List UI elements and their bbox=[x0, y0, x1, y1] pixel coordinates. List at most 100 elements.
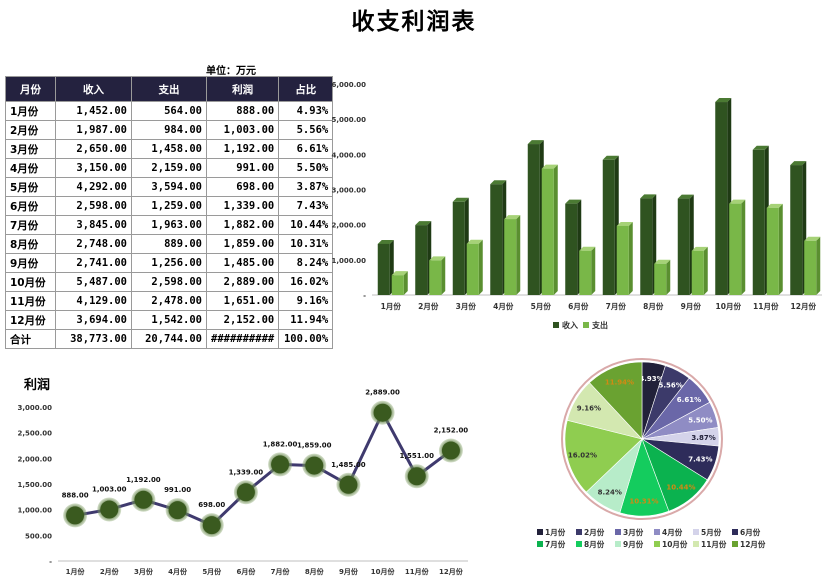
bar-side bbox=[478, 239, 483, 295]
line-x-tick-label: 10月份 bbox=[371, 567, 396, 576]
bar-y-tick-label: 3,000.00 bbox=[331, 187, 366, 195]
profit-data-label: 698.00 bbox=[198, 501, 225, 509]
cell-month: 合计 bbox=[5, 329, 56, 349]
pie-legend-label: 1月份 bbox=[545, 527, 566, 537]
cell-expense: 1,256.00 bbox=[131, 253, 207, 273]
bar-legend-label: 支出 bbox=[591, 320, 608, 330]
col-header-month: 月份 bbox=[5, 76, 56, 102]
bar-top bbox=[766, 203, 783, 208]
pie-slice-label: 11.94% bbox=[605, 379, 634, 387]
bar-expense bbox=[466, 243, 479, 295]
pie-legend-swatch bbox=[576, 529, 582, 535]
bar-expense bbox=[729, 203, 742, 295]
cell-share: 5.56% bbox=[278, 120, 334, 140]
bar-x-tick-label: 9月份 bbox=[681, 301, 702, 311]
pie-slice-label: 16.02% bbox=[568, 452, 597, 460]
profit-data-label: 1,485.00 bbox=[331, 461, 366, 469]
pie-legend-swatch bbox=[693, 541, 699, 547]
cell-expense: 1,458.00 bbox=[131, 139, 207, 159]
pie-legend-swatch bbox=[654, 529, 660, 535]
pie-slice-label: 9.16% bbox=[577, 405, 601, 413]
bar-side bbox=[591, 246, 596, 295]
bar-top bbox=[415, 221, 432, 226]
bar-expense bbox=[504, 219, 517, 295]
bar-side bbox=[741, 199, 746, 295]
line-y-tick-label: 2,500.00 bbox=[17, 430, 52, 438]
bar-top bbox=[377, 239, 394, 244]
line-x-tick-label: 2月份 bbox=[100, 567, 120, 576]
pie-slice-label: 5.56% bbox=[659, 381, 683, 389]
profit-data-label: 2,152.00 bbox=[434, 427, 469, 435]
profit-marker bbox=[271, 455, 290, 474]
profit-marker bbox=[134, 490, 153, 509]
pie-slice-label: 10.31% bbox=[629, 498, 658, 506]
bar-income bbox=[377, 243, 390, 295]
line-x-tick-label: 6月份 bbox=[236, 567, 256, 576]
bar-side bbox=[816, 236, 821, 295]
bar-expense bbox=[654, 263, 667, 295]
bar-top bbox=[616, 221, 633, 226]
pie-legend-label: 7月份 bbox=[545, 539, 566, 549]
bar-income bbox=[715, 102, 728, 295]
profit-marker bbox=[407, 467, 426, 486]
pie-legend-swatch bbox=[615, 529, 621, 535]
bar-top bbox=[527, 140, 544, 145]
bar-side bbox=[553, 164, 558, 295]
cell-share: 100.00% bbox=[278, 329, 334, 349]
cell-profit: 1,859.00 bbox=[205, 234, 280, 254]
cell-expense: 20,744.00 bbox=[131, 329, 207, 349]
pie-legend-swatch bbox=[615, 541, 621, 547]
profit-marker bbox=[441, 441, 460, 460]
pie-slice-label: 10.44% bbox=[666, 484, 695, 492]
bar-expense bbox=[804, 240, 817, 295]
table-total-row: 合计 38,773.00 20,744.00 ########## 100.00% bbox=[5, 329, 334, 349]
bar-income bbox=[452, 201, 465, 295]
cell-share: 11.94% bbox=[278, 310, 334, 330]
bar-y-tick-label: 2,000.00 bbox=[331, 222, 366, 230]
pie-legend-label: 5月份 bbox=[701, 527, 722, 537]
bar-top bbox=[541, 164, 558, 169]
profit-marker bbox=[236, 483, 255, 502]
page-title: 收支利润表 bbox=[351, 8, 477, 35]
bar-top bbox=[654, 259, 671, 264]
bar-side bbox=[403, 271, 408, 295]
profit-data-label: 991.00 bbox=[164, 486, 191, 494]
pie-legend-swatch bbox=[732, 529, 738, 535]
pie-legend-swatch bbox=[693, 529, 699, 535]
pie-legend-swatch bbox=[654, 541, 660, 547]
bar-y-tick-label: 1,000.00 bbox=[331, 257, 366, 265]
pie-legend-label: 2月份 bbox=[584, 527, 605, 537]
unit-label: 单位：万元 bbox=[206, 66, 256, 77]
line-x-tick-label: 1月份 bbox=[66, 567, 86, 576]
cell-share: 8.24% bbox=[278, 253, 334, 273]
cell-expense: 2,478.00 bbox=[131, 291, 207, 311]
bar-expense bbox=[391, 275, 404, 295]
cell-profit: 2,152.00 bbox=[205, 310, 280, 330]
bar-income bbox=[602, 159, 615, 295]
table-row: 10月份 5,487.00 2,598.00 2,889.00 16.02% bbox=[5, 272, 334, 292]
col-header-share: 占比 bbox=[278, 76, 334, 102]
col-header-profit: 利润 bbox=[205, 76, 280, 102]
pie-legend-label: 9月份 bbox=[623, 539, 644, 549]
line-x-tick-label: 8月份 bbox=[305, 567, 325, 576]
pie-slice-label: 6.61% bbox=[677, 396, 701, 404]
income-expense-table: 月份 收入 支出 利润 占比 1月份 1,452.00 564.00 888.00 4.… bbox=[5, 76, 334, 349]
bar-top bbox=[504, 215, 521, 220]
table-row: 3月份 2,650.00 1,458.00 1,192.00 6.61% bbox=[5, 139, 334, 159]
bar-income bbox=[527, 144, 540, 295]
line-y-tick-label: 3,000.00 bbox=[17, 404, 52, 412]
bar-expense bbox=[579, 250, 592, 295]
bar-income bbox=[490, 184, 503, 295]
profit-data-label: 888.00 bbox=[62, 491, 89, 499]
bar-y-tick-label: 4,000.00 bbox=[331, 151, 366, 159]
line-y-tick-label: 1,500.00 bbox=[17, 481, 52, 489]
line-x-tick-label: 3月份 bbox=[134, 567, 154, 576]
bar-x-tick-label: 8月份 bbox=[643, 301, 664, 311]
table-row: 2月份 1,987.00 984.00 1,003.00 5.56% bbox=[5, 120, 334, 140]
pie-slice-label: 3.87% bbox=[691, 434, 715, 442]
bar-expense bbox=[429, 260, 442, 295]
pie-slice-label: 4.93% bbox=[639, 375, 663, 383]
bar-side bbox=[778, 203, 783, 295]
col-header-expense: 支出 bbox=[131, 76, 207, 102]
